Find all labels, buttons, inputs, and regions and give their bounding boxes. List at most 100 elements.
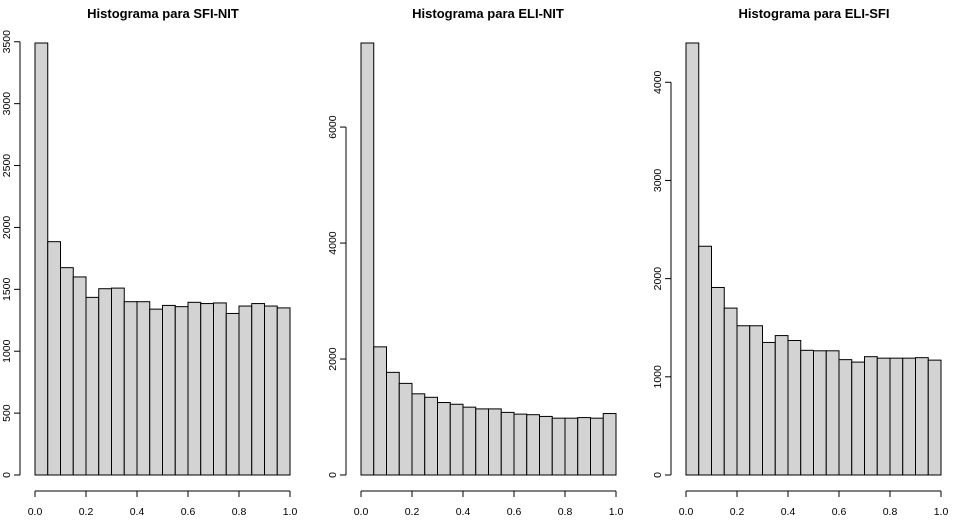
histogram-bar bbox=[449, 403, 464, 476]
histogram-bar bbox=[411, 393, 426, 476]
y-tick-label: 2000 bbox=[327, 347, 339, 371]
histogram-bar bbox=[213, 302, 227, 476]
histogram-bar bbox=[34, 42, 49, 476]
panel-eli-sfi: Histograma para ELI-SFI 0.0 0.2 0.4 0.6 0.8 1… bbox=[652, 6, 948, 518]
y-tick-label: 500 bbox=[1, 404, 13, 422]
histogram-bar bbox=[513, 413, 528, 476]
histogram-bar bbox=[276, 307, 291, 476]
x-tick-label: 0.2 bbox=[79, 506, 94, 518]
x-axis: 0.0 0.2 0.4 0.6 0.8 1.0 bbox=[354, 490, 624, 518]
x-tick-label: 0.4 bbox=[130, 506, 145, 518]
y-tick-label: 1000 bbox=[1, 339, 13, 363]
y-axis: 0 1000 2000 3000 4000 bbox=[652, 70, 672, 478]
y-tick-label: 0 bbox=[1, 472, 13, 478]
histogram-bar bbox=[162, 304, 176, 476]
histogram-bar bbox=[685, 42, 700, 476]
x-tick-label: 0.8 bbox=[558, 506, 573, 518]
histogram-bar bbox=[876, 357, 891, 476]
histogram-bar bbox=[851, 361, 865, 476]
y-tick-label: 2500 bbox=[1, 154, 13, 178]
x-axis: 0.0 0.2 0.4 0.6 0.8 1.0 bbox=[28, 490, 297, 518]
histogram-bar bbox=[60, 267, 74, 476]
histogram-bar bbox=[174, 306, 189, 476]
histogram-bar bbox=[774, 335, 789, 476]
x-axis: 0.0 0.2 0.4 0.6 0.8 1.0 bbox=[679, 490, 949, 518]
histogram-bar bbox=[264, 305, 278, 476]
bars bbox=[685, 42, 942, 476]
y-axis: 0 500 1000 1500 2000 2500 3000 3500 bbox=[1, 30, 21, 478]
histogram-bar bbox=[111, 287, 125, 476]
histogram-bar bbox=[736, 325, 751, 476]
histogram-bar bbox=[602, 413, 617, 476]
histogram-bar bbox=[72, 276, 87, 476]
histogram-bar bbox=[711, 286, 725, 476]
chart-title: Histograma para SFI-NIT bbox=[87, 6, 239, 21]
histogram-bar bbox=[577, 417, 591, 476]
histogram-bar bbox=[564, 417, 579, 476]
x-tick-label: 0.6 bbox=[832, 506, 847, 518]
y-tick-label: 1000 bbox=[652, 365, 664, 389]
y-tick-label: 3000 bbox=[652, 169, 664, 193]
y-tick-label: 3000 bbox=[1, 92, 13, 116]
chart-title: Histograma para ELI-NIT bbox=[412, 6, 564, 21]
x-tick-label: 1.0 bbox=[934, 506, 949, 518]
histogram-bar bbox=[462, 406, 477, 476]
y-tick-label: 3500 bbox=[1, 30, 13, 54]
histogram-bar bbox=[123, 301, 138, 476]
chart-title: Histograma para ELI-SFI bbox=[739, 6, 890, 21]
histogram-bar bbox=[915, 357, 929, 476]
histogram-bar bbox=[539, 415, 553, 476]
x-tick-label: 0.0 bbox=[28, 506, 43, 518]
x-tick-label: 0.0 bbox=[679, 506, 694, 518]
histogram-bar bbox=[864, 356, 878, 476]
histogram-bar bbox=[825, 350, 840, 476]
histogram-bar bbox=[149, 308, 163, 476]
x-tick-label: 0.8 bbox=[232, 506, 247, 518]
panel-sfi-nit: Histograma para SFI-NIT 0.0 0.2 0.4 0.6 0.8 1… bbox=[1, 6, 297, 518]
x-tick-label: 0.6 bbox=[181, 506, 196, 518]
y-tick-label: 0 bbox=[652, 472, 664, 478]
histogram-bar bbox=[475, 408, 489, 476]
histogram-bar bbox=[800, 349, 814, 476]
x-tick-label: 0.8 bbox=[883, 506, 898, 518]
histogram-bar bbox=[85, 296, 100, 476]
x-tick-label: 0.0 bbox=[354, 506, 369, 518]
histogram-bar bbox=[927, 359, 942, 476]
x-tick-label: 1.0 bbox=[609, 506, 624, 518]
histogram-bar bbox=[98, 288, 112, 476]
panel-eli-nit: Histograma para ELI-NIT 0.0 0.2 0.4 0.6 0.8 1… bbox=[327, 6, 623, 518]
histogram-bar bbox=[238, 305, 253, 476]
y-tick-label: 4000 bbox=[327, 231, 339, 255]
histogram-bar bbox=[373, 346, 387, 476]
histogram-bar bbox=[698, 245, 712, 476]
bars bbox=[34, 42, 291, 476]
histogram-bar bbox=[251, 303, 265, 476]
x-tick-label: 0.4 bbox=[781, 506, 796, 518]
histogram-bar bbox=[225, 312, 240, 476]
histogram-bar bbox=[398, 382, 413, 476]
x-tick-label: 0.6 bbox=[507, 506, 522, 518]
bars bbox=[360, 42, 617, 476]
y-tick-label: 1500 bbox=[1, 277, 13, 301]
histogram-bar bbox=[902, 357, 916, 476]
x-tick-label: 0.2 bbox=[405, 506, 420, 518]
y-tick-label: 0 bbox=[327, 472, 339, 478]
histogram-bar bbox=[590, 417, 604, 476]
y-tick-label: 4000 bbox=[652, 70, 664, 94]
histogram-bar bbox=[47, 241, 61, 476]
histogram-bar bbox=[762, 341, 776, 476]
x-tick-label: 0.4 bbox=[456, 506, 471, 518]
histogram-bar bbox=[813, 350, 827, 476]
histogram-bar bbox=[787, 339, 802, 476]
histogram-bar bbox=[437, 402, 451, 476]
histogram-bar bbox=[386, 371, 400, 476]
x-tick-label: 0.2 bbox=[730, 506, 745, 518]
histogram-bar bbox=[200, 303, 214, 476]
histogram-bar bbox=[889, 357, 904, 476]
histogram-bar bbox=[187, 301, 202, 476]
histogram-bar bbox=[424, 396, 438, 476]
histogram-bar bbox=[488, 408, 502, 476]
y-tick-label: 2000 bbox=[1, 216, 13, 240]
histogram-bar bbox=[551, 417, 566, 476]
